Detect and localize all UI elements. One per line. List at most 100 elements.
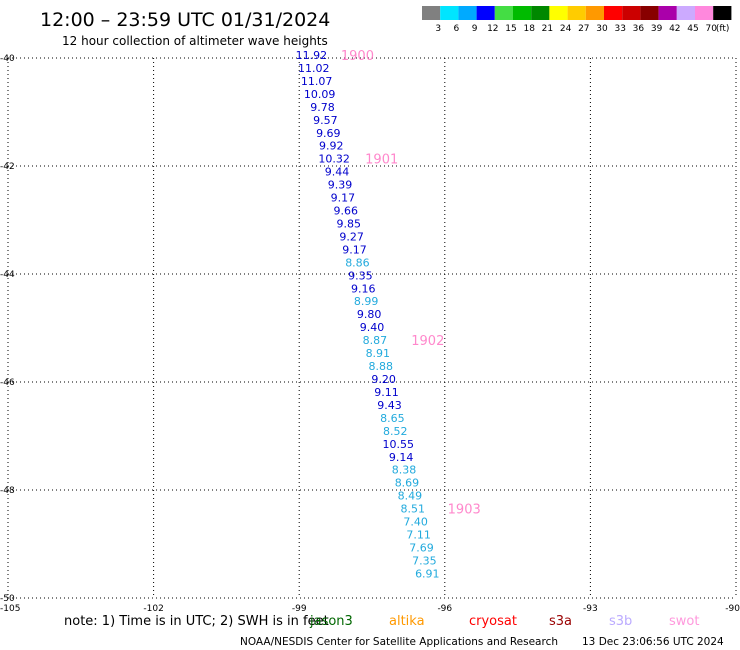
legend-label: 15 (505, 24, 516, 34)
wave-height-value: 11.02 (298, 62, 330, 75)
hour-marker: 1902 (411, 334, 444, 349)
legend-swatch (585, 6, 604, 20)
wave-height-value: 9.57 (313, 114, 338, 127)
lat-tick-label: -50 (0, 594, 15, 604)
wave-height-observations: 11.9211.0211.0710.099.789.579.699.9210.3… (296, 49, 440, 580)
wave-height-value: 9.14 (389, 451, 414, 464)
wave-height-value: 8.52 (383, 425, 408, 438)
lon-tick-label: -93 (583, 604, 598, 614)
color-legend: 3 6 9 12 15 18 21 24 27 30 33 36 39 42 45 70(ft) (422, 6, 732, 34)
wave-height-value: 9.27 (339, 230, 364, 243)
lon-tick-label: -105 (0, 604, 20, 614)
legend-swatch (604, 6, 623, 20)
lon-tick-label: -99 (292, 604, 307, 614)
lon-tick-label: -90 (725, 604, 740, 614)
legend-label: 42 (669, 24, 680, 34)
wave-height-value: 8.91 (366, 347, 391, 360)
wave-height-value: 9.44 (325, 166, 350, 179)
wave-height-value: 9.16 (351, 282, 376, 295)
legend-swatch (513, 6, 532, 20)
wave-height-value: 9.17 (342, 243, 367, 256)
legend-label: 36 (633, 24, 645, 34)
wave-height-value: 9.17 (331, 192, 356, 205)
legend-label: 3 (435, 24, 441, 34)
wave-height-value: 8.49 (398, 490, 423, 503)
wave-height-value: 10.55 (382, 438, 414, 451)
legend-label: 24 (560, 24, 572, 34)
wave-height-value: 8.86 (345, 256, 370, 269)
wave-height-value: 9.92 (319, 140, 344, 153)
wave-height-value: 10.09 (304, 88, 336, 101)
wave-height-value: 8.65 (380, 412, 405, 425)
wave-height-value: 9.69 (316, 127, 341, 140)
legend-label: 6 (454, 24, 460, 34)
wave-height-value: 9.39 (328, 179, 353, 192)
hour-marker: 1900 (341, 49, 374, 64)
legend-swatch (622, 6, 641, 20)
legend-swatch (422, 6, 441, 20)
lat-tick-label: -40 (0, 54, 15, 64)
wave-height-value: 8.88 (368, 360, 393, 373)
satellite-label: altika (389, 614, 425, 629)
legend-label: 70 (705, 24, 717, 34)
wave-height-value: 9.43 (377, 399, 402, 412)
wave-height-value: 7.69 (409, 541, 434, 554)
legend-swatch (549, 6, 568, 20)
legend-swatch (640, 6, 659, 20)
legend-label: 12 (487, 24, 498, 34)
wave-height-value: 11.92 (296, 49, 328, 62)
legend-label: 27 (578, 24, 589, 34)
wave-height-value: 9.35 (348, 269, 373, 282)
wave-height-value: 9.66 (334, 205, 359, 218)
footer-credit: NOAA/NESDIS Center for Satellite Applica… (240, 636, 558, 648)
legend-swatch (658, 6, 677, 20)
footer-note: note: 1) Time is in UTC; 2) SWH is in fe… (64, 614, 329, 629)
legend-swatch (440, 6, 459, 20)
lat-tick-label: -46 (0, 378, 15, 388)
wave-height-value: 9.80 (357, 308, 382, 321)
legend-label: 30 (596, 24, 608, 34)
wave-height-value: 8.38 (392, 464, 417, 477)
legend-swatch (476, 6, 495, 20)
legend-label: 9 (472, 24, 478, 34)
legend-swatch (713, 6, 732, 20)
wave-height-value: 9.85 (336, 217, 361, 230)
satellite-label: cryosat (469, 614, 517, 629)
legend-label: 18 (523, 24, 535, 34)
wave-height-value: 7.40 (403, 516, 428, 529)
legend-swatch (458, 6, 477, 20)
page-subtitle: 12 hour collection of altimeter wave hei… (62, 34, 328, 48)
wave-height-value: 8.51 (401, 503, 426, 516)
hour-markers: 1900 1901 1902 1903 (341, 49, 481, 518)
lon-tick-label: -96 (437, 604, 452, 614)
legend-swatch (531, 6, 550, 20)
axis-ticks: -40 -42 -44 -46 -48 -50-105 -102 -99 -96 -93 -90 (0, 54, 740, 614)
wave-height-value: 8.99 (354, 295, 379, 308)
wave-height-value: 9.78 (310, 101, 335, 114)
page-title: 12:00 – 23:59 UTC 01/31/2024 (40, 9, 330, 31)
legend-swatch (494, 6, 513, 20)
hour-marker: 1901 (365, 153, 398, 168)
satellite-label: swot (669, 614, 699, 629)
lon-tick-label: -102 (143, 604, 163, 614)
legend-unit: (ft) (716, 24, 730, 34)
legend-label: 21 (542, 24, 553, 34)
satellite-label: s3b (609, 614, 632, 629)
wave-height-value: 9.20 (371, 373, 396, 386)
satellite-legend: jason3 altika cryosat s3a s3b swot (309, 614, 699, 629)
footer-generated: 13 Dec 23:06:56 UTC 2024 (582, 636, 724, 648)
wave-height-value: 8.69 (395, 477, 420, 490)
wave-height-value: 6.91 (415, 567, 440, 580)
legend-swatch (676, 6, 695, 20)
legend-swatch (567, 6, 586, 20)
legend-label: 39 (651, 24, 663, 34)
wave-height-value: 7.35 (412, 554, 437, 567)
wave-height-value: 7.11 (406, 529, 431, 542)
wave-height-value: 10.32 (318, 153, 350, 166)
wave-height-value: 8.87 (363, 334, 388, 347)
lat-tick-label: -42 (0, 162, 15, 172)
satellite-label: s3a (549, 614, 572, 629)
hour-marker: 1903 (448, 503, 481, 518)
lat-tick-label: -44 (0, 270, 15, 280)
